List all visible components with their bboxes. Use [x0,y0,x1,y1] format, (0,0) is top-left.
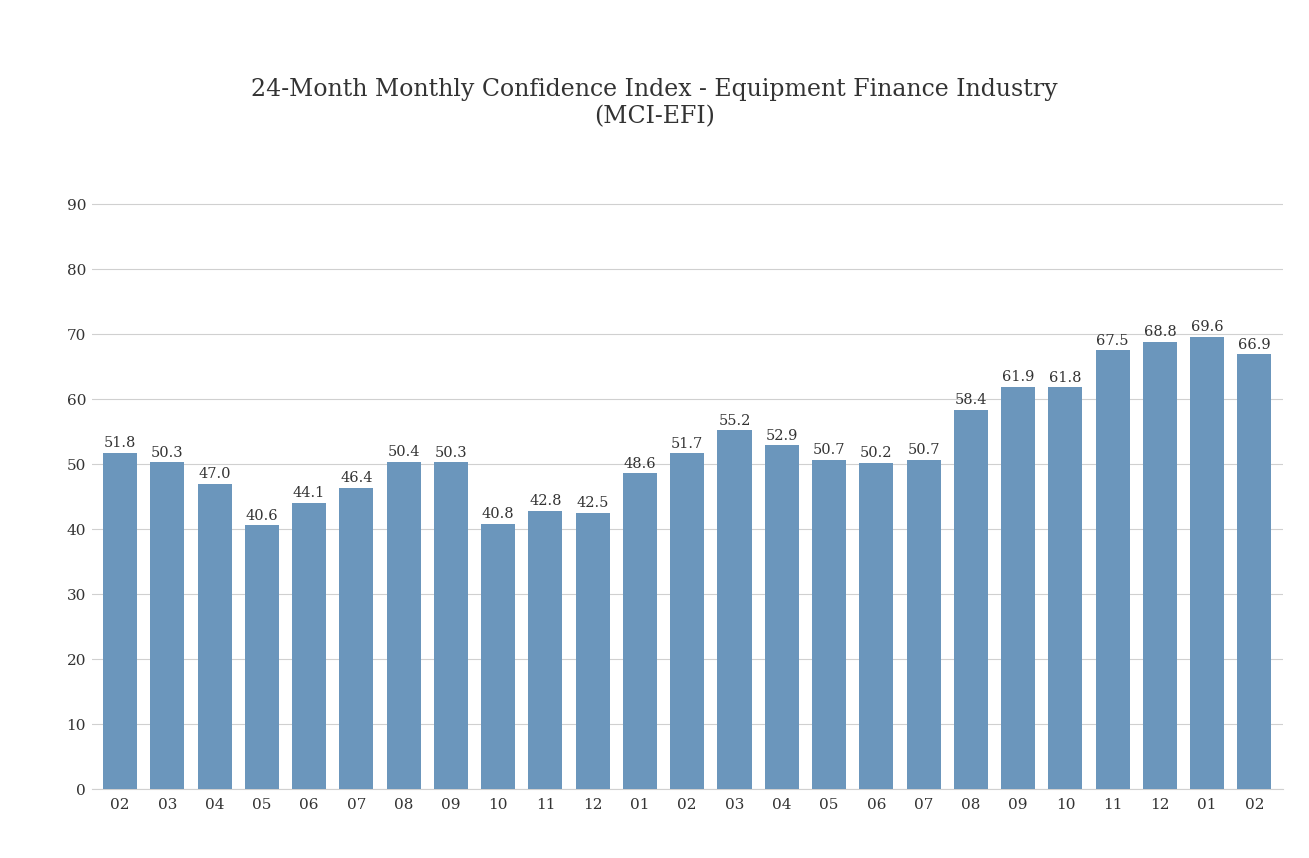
Text: 50.7: 50.7 [813,443,846,457]
Bar [812,460,846,789]
Text: 42.8: 42.8 [529,494,562,509]
Text: 48.6: 48.6 [623,456,656,471]
Text: 42.5: 42.5 [576,497,609,511]
Bar [764,445,798,789]
Text: 67.5: 67.5 [1097,334,1128,347]
Bar [1143,342,1177,789]
Bar [529,511,563,789]
Text: 51.7: 51.7 [672,437,703,450]
Bar [151,462,185,789]
Text: 50.3: 50.3 [151,445,183,460]
Text: 69.6: 69.6 [1191,320,1224,334]
Text: 40.6: 40.6 [246,509,278,523]
Bar [103,452,137,789]
Bar [1190,337,1224,789]
Text: 50.7: 50.7 [907,443,940,457]
Bar [386,462,420,789]
Bar [245,525,279,789]
Bar [1096,350,1130,789]
Bar [198,484,232,789]
Text: 46.4: 46.4 [340,471,373,485]
Bar [623,474,657,789]
Text: 55.2: 55.2 [719,414,750,428]
Text: 52.9: 52.9 [766,429,798,443]
Bar [1049,388,1083,789]
Text: 66.9: 66.9 [1238,338,1271,352]
Bar [482,524,516,789]
Bar [859,463,893,789]
Bar [670,453,704,789]
Text: 50.2: 50.2 [860,446,893,461]
Bar [433,462,467,789]
Text: 50.3: 50.3 [435,445,467,460]
Text: 61.9: 61.9 [1001,371,1034,384]
Text: 40.8: 40.8 [482,507,514,522]
Text: 24-Month Monthly Confidence Index - Equipment Finance Industry
(MCI-EFI): 24-Month Monthly Confidence Index - Equi… [251,78,1058,128]
Text: 50.4: 50.4 [387,445,420,459]
Bar [907,460,941,789]
Bar [717,431,751,789]
Text: 44.1: 44.1 [293,486,325,500]
Text: 47.0: 47.0 [198,467,230,481]
Bar [292,503,326,789]
Bar [339,487,373,789]
Text: 58.4: 58.4 [954,393,987,407]
Text: 68.8: 68.8 [1144,325,1177,340]
Text: 61.8: 61.8 [1049,371,1081,385]
Text: 51.8: 51.8 [103,436,136,450]
Bar [576,513,610,789]
Bar [1001,387,1035,789]
Bar [954,409,988,789]
Bar [1237,354,1271,789]
